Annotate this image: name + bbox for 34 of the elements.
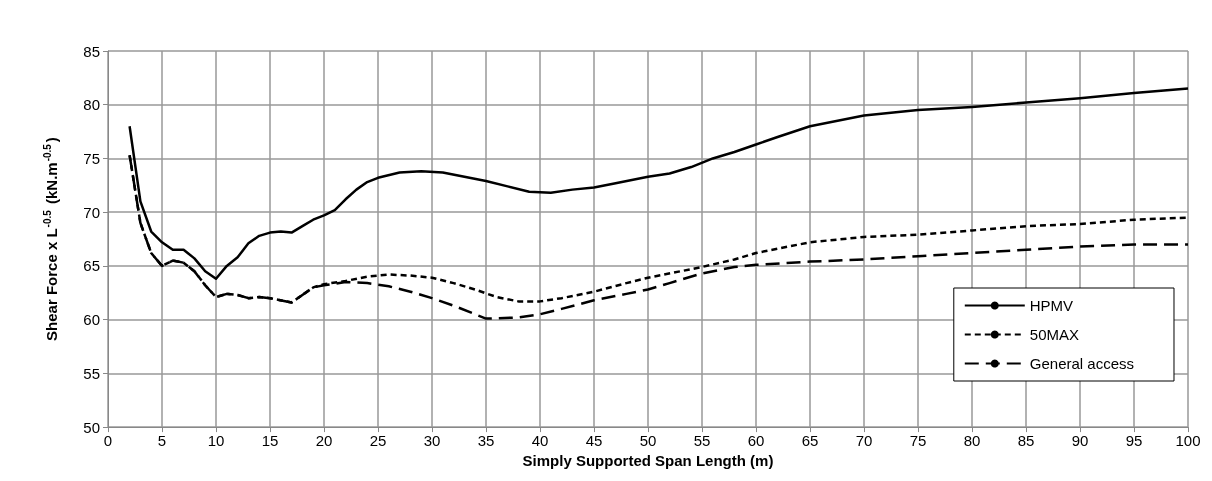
x-tick-label: 85 — [1017, 432, 1035, 450]
x-tick-label: 30 — [423, 432, 441, 450]
y-axis-title: Shear Force x L-0.5 (kN.m-0.5) — [41, 137, 60, 341]
x-tick-label: 15 — [261, 432, 279, 450]
legend-label: General access — [1029, 355, 1134, 372]
x-tick-label: 25 — [369, 432, 387, 450]
x-tick-label: 70 — [855, 432, 873, 450]
x-tick-label: 80 — [963, 432, 981, 450]
x-tick-label: 10 — [207, 432, 225, 450]
legend-label: HPMV — [1029, 297, 1074, 314]
legend-label: 50MAX — [1029, 326, 1079, 343]
y-tick-label: 60 — [83, 311, 100, 329]
x-tick-label: 40 — [531, 432, 549, 450]
x-tick-label: 55 — [693, 432, 711, 450]
x-tick-label: 20 — [315, 432, 333, 450]
y-tick-label: 80 — [83, 96, 100, 114]
x-axis-title: Simply Supported Span Length (m) — [522, 452, 774, 469]
y-tick-label: 65 — [83, 257, 100, 275]
x-tick-label: 0 — [103, 432, 113, 450]
x-tick-label: 45 — [585, 432, 603, 450]
x-tick-label: 5 — [157, 432, 167, 450]
y-tick-label: 55 — [83, 364, 100, 382]
x-tick-label: 65 — [801, 432, 819, 450]
x-tick-label: 100 — [1175, 432, 1201, 450]
y-tick-label: 75 — [83, 149, 100, 167]
x-tick-label: 60 — [747, 432, 765, 450]
y-tick-label: 85 — [83, 42, 100, 60]
y-tick-label: 70 — [83, 203, 100, 221]
x-tick-label: 50 — [639, 432, 657, 450]
x-tick-label: 75 — [909, 432, 927, 450]
y-tick-label: 50 — [83, 418, 100, 436]
x-tick-label: 90 — [1071, 432, 1089, 450]
x-tick-label: 35 — [477, 432, 495, 450]
x-tick-label: 95 — [1125, 432, 1143, 450]
